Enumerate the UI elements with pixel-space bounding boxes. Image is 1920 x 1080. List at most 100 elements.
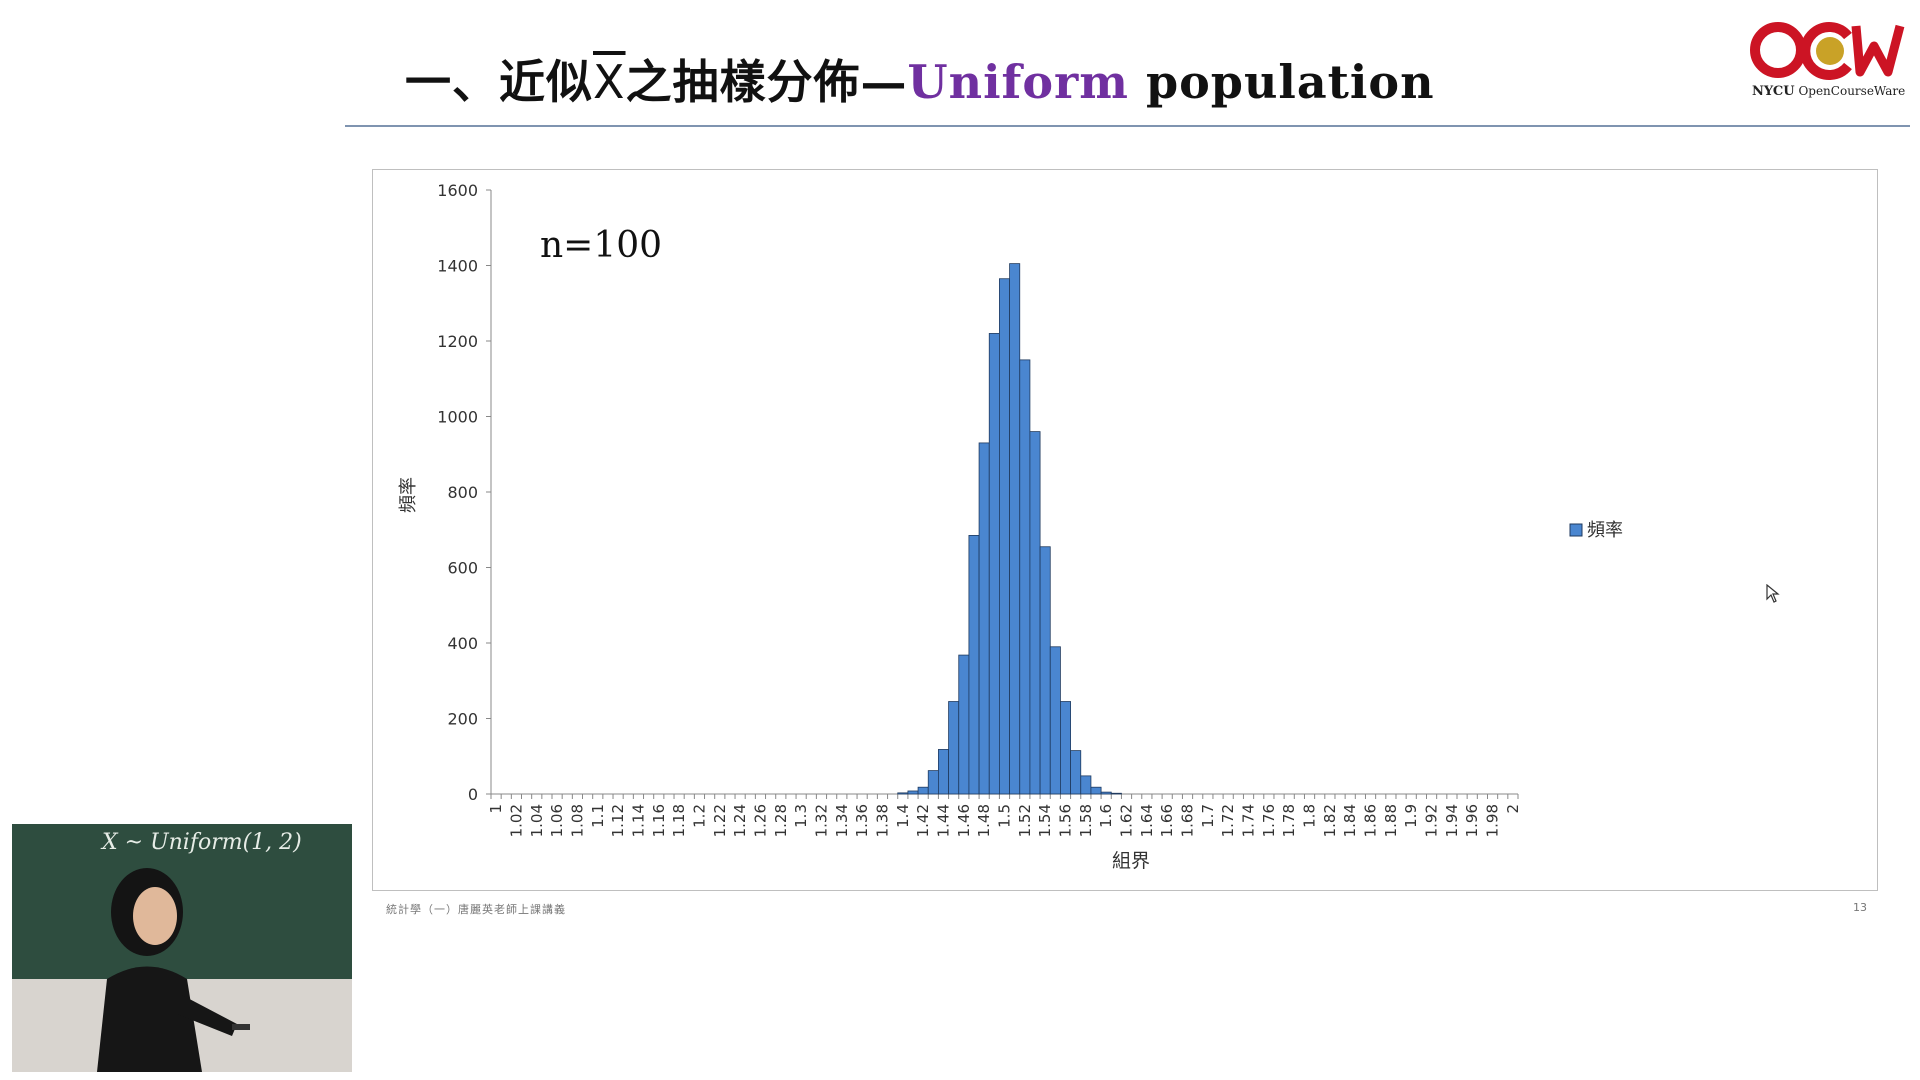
bar: 1.51: 1405 — [1009, 263, 1021, 795]
y-axis: 0 200 400 600 800 1000 1200 1400 1600 — [437, 181, 492, 804]
bar: 1.53: 960 — [1029, 431, 1041, 795]
x-tick-label: 1.92 — [1423, 804, 1441, 837]
x-tick-label: 1.46 — [955, 804, 973, 837]
bar: 1.42: 18 — [917, 786, 929, 795]
x-tick-label: 1.56 — [1057, 804, 1075, 837]
bar: 1.41: 8 — [907, 790, 919, 795]
y-tick-label: 200 — [447, 710, 478, 729]
x-tick-label: 1.4 — [894, 804, 912, 828]
slide-title: 一、近似X之抽樣分佈—Uniform population — [405, 46, 1435, 112]
x-tick-label: 1.34 — [833, 804, 851, 837]
logo-caption: NYCU OpenCourseWare — [1752, 84, 1905, 99]
legend-swatch — [1569, 523, 1583, 537]
x-tick-label: 1.96 — [1463, 804, 1481, 837]
page-number: 13 — [1853, 901, 1867, 914]
x-tick-label: 1.28 — [772, 804, 790, 837]
lecturer-arm — [177, 994, 237, 1036]
bar: 1.56: 245 — [1060, 701, 1071, 795]
bar: 1.55: 390 — [1049, 646, 1061, 795]
bar: 1.4: 3 — [897, 792, 909, 795]
x-tick-label: 1.66 — [1158, 804, 1176, 837]
x-tick-label: 1.72 — [1219, 804, 1237, 837]
x-tick-label: 1.6 — [1097, 804, 1115, 828]
x-tick-label: 1.04 — [528, 804, 546, 837]
x-tick-label: 1.84 — [1341, 804, 1359, 837]
logo-gold-dot — [1816, 37, 1844, 65]
title-mid: 之抽樣分佈— — [625, 55, 908, 109]
bar: 1.52: 1150 — [1019, 359, 1031, 795]
x-tick-label: 1.42 — [914, 804, 932, 837]
x-tick-label: 1.14 — [629, 804, 647, 837]
legend: 頻率 — [1569, 520, 1623, 541]
chalkboard: X ~ Uniform(1, 2) — [12, 824, 352, 979]
title-uniform: Uniform — [907, 55, 1129, 109]
title-xbar: X — [593, 55, 626, 109]
legend-label: 頻率 — [1587, 520, 1623, 541]
bar: 1.54: 655 — [1039, 546, 1051, 795]
x-tick-label: 1.76 — [1260, 804, 1278, 837]
x-tick-label: 1.7 — [1199, 804, 1217, 828]
title-suffix: population — [1128, 55, 1435, 109]
x-tick-label: 1.5 — [996, 804, 1014, 828]
lecturer-face — [133, 887, 177, 945]
x-tick-label: 1.98 — [1484, 804, 1502, 837]
x-tick-label: 2 — [1504, 804, 1522, 814]
x-tick-label: 1.38 — [873, 804, 891, 837]
x-tick-label: 1.1 — [589, 804, 607, 828]
x-tick-label: 1.26 — [751, 804, 769, 837]
chalkboard-text: X ~ Uniform(1, 2) — [102, 830, 302, 855]
x-tick-label: 1.86 — [1362, 804, 1380, 837]
bar: 1.6: 5 — [1100, 791, 1112, 795]
y-tick-label: 1400 — [437, 257, 478, 276]
bar: 1.43: 62 — [927, 770, 939, 795]
x-tick-label: 1.3 — [792, 804, 810, 828]
y-axis-label: 頻率 — [398, 477, 419, 513]
x-tick-label: 1.62 — [1118, 804, 1136, 837]
y-tick-label: 400 — [447, 634, 478, 653]
webcam-inset: X ~ Uniform(1, 2) — [12, 824, 352, 1072]
bar: 1.59: 18 — [1090, 786, 1102, 795]
x-tick-label: 1.48 — [975, 804, 993, 837]
x-tick-label: 1.64 — [1138, 804, 1156, 837]
bar: 1.46: 368 — [958, 654, 970, 795]
logo-brand: NYCU — [1752, 84, 1795, 99]
pointer-remote — [232, 1024, 250, 1030]
x-tick-label: 1.12 — [609, 804, 627, 837]
title-divider — [345, 125, 1910, 127]
x-tick-label: 1.18 — [670, 804, 688, 837]
bar: 1.5: 1365 — [999, 278, 1010, 795]
bars: 1.4: 31.41: 81.42: 181.43: 621.44: 1181.… — [897, 263, 1122, 795]
x-tick-label: 1.16 — [650, 804, 668, 837]
bar: 1.57: 115 — [1070, 750, 1082, 795]
x-tick-label: 1.82 — [1321, 804, 1339, 837]
bar: 1.49: 1220 — [988, 333, 1000, 795]
lecturer-body — [97, 966, 202, 1072]
x-tick-label: 1.68 — [1179, 804, 1197, 837]
logo-c-arc — [1800, 22, 1852, 80]
bar: 1.44: 118 — [938, 749, 949, 795]
bar: 1.58: 48 — [1080, 775, 1092, 795]
ocw-logo — [1750, 22, 1905, 80]
footer-course-note: 統計學（一）唐麗英老師上課講義 — [386, 903, 566, 916]
title-prefix: 一、近似 — [405, 55, 593, 109]
bar: 1.61: 2 — [1110, 792, 1122, 795]
bar: 1.45: 245 — [948, 701, 960, 795]
logo-caption-text: OpenCourseWare — [1794, 84, 1906, 98]
x-axis-label: 組界 — [1112, 850, 1150, 872]
x-tick-label: 1.32 — [812, 804, 830, 837]
bar: 1.48: 930 — [978, 442, 990, 795]
y-tick-label: 1200 — [437, 332, 478, 351]
x-tick-label: 1.78 — [1280, 804, 1298, 837]
logo-w-mark — [1851, 24, 1905, 77]
x-tick-label: 1.88 — [1382, 804, 1400, 837]
x-axis: 1 1.02 1.04 1.06 1.08 1.1 1.12 1.14 1.16 1.18 1.2 1… — [487, 793, 1522, 837]
x-tick-label: 1.54 — [1036, 804, 1054, 837]
x-tick-label: 1.44 — [934, 804, 952, 837]
mouse-cursor-icon — [1766, 584, 1780, 603]
x-tick-label: 1.74 — [1240, 804, 1258, 837]
x-tick-label: 1.02 — [507, 804, 525, 837]
x-tick-label: 1.24 — [731, 804, 749, 837]
y-tick-label: 1000 — [437, 408, 478, 427]
x-tick-label: 1.2 — [690, 804, 708, 828]
x-tick-label: 1.36 — [853, 804, 871, 837]
